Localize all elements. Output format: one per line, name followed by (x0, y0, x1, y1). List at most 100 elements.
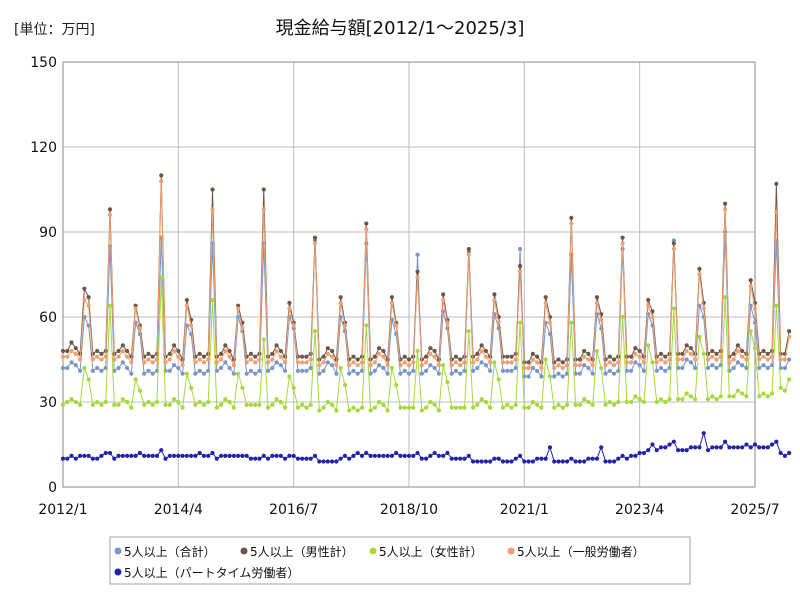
data-point (432, 354, 437, 359)
data-point (710, 394, 715, 399)
data-point (641, 450, 647, 456)
data-point (577, 363, 582, 368)
data-point (637, 348, 642, 354)
data-point (449, 371, 454, 376)
data-point (325, 346, 330, 351)
data-point (359, 453, 365, 458)
data-point (189, 323, 194, 328)
data-point (658, 397, 664, 402)
data-point (368, 453, 373, 458)
data-point (449, 456, 454, 461)
data-point (688, 360, 694, 365)
data-point (573, 371, 578, 376)
legend-label: 5人以上（合計） (124, 544, 216, 559)
data-point (492, 456, 497, 461)
data-point (778, 385, 783, 390)
data-point (171, 348, 177, 354)
data-point (171, 363, 177, 368)
data-point (206, 453, 211, 458)
data-point (308, 402, 313, 407)
data-point (189, 453, 194, 458)
data-point (714, 351, 719, 356)
series-layer (60, 173, 792, 464)
data-point (398, 363, 403, 368)
data-point (637, 363, 642, 368)
data-point (594, 348, 600, 354)
data-point (398, 453, 403, 458)
data-point (436, 408, 441, 413)
data-point (129, 371, 134, 376)
data-point (65, 354, 70, 359)
data-point (394, 382, 399, 388)
data-point (206, 357, 211, 362)
data-point (129, 405, 134, 410)
data-point (441, 453, 446, 458)
data-point (569, 320, 574, 325)
data-point (372, 368, 377, 373)
data-point (723, 229, 728, 235)
data-point (65, 348, 70, 354)
data-point (402, 360, 407, 365)
data-point (150, 402, 155, 407)
data-point (312, 235, 318, 240)
data-point (364, 221, 369, 226)
data-point (611, 459, 617, 464)
data-point (505, 360, 510, 365)
data-point (582, 397, 587, 402)
data-point (517, 320, 523, 325)
data-point (556, 363, 561, 368)
data-point (616, 399, 621, 405)
data-point (265, 456, 271, 461)
data-point (671, 246, 676, 252)
data-point (142, 402, 147, 407)
data-point (372, 405, 377, 410)
data-point (278, 399, 283, 405)
data-point (274, 348, 279, 354)
data-point (419, 371, 424, 376)
data-point (218, 351, 224, 356)
data-point (60, 456, 66, 461)
y-tick-label: 90 (39, 225, 57, 241)
data-point (334, 363, 339, 368)
data-point (731, 445, 736, 450)
legend-label: 5人以上（一般労働者） (517, 544, 645, 559)
data-point (69, 360, 74, 365)
data-point (236, 453, 241, 458)
data-point (611, 357, 617, 362)
data-point (82, 286, 87, 291)
data-point (616, 456, 621, 461)
data-point (505, 402, 510, 407)
data-point (586, 456, 591, 461)
data-point (658, 365, 664, 371)
data-point (582, 459, 587, 464)
data-point (633, 346, 638, 351)
series-line (62, 277, 790, 412)
legend-box (109, 536, 691, 585)
data-point (453, 354, 459, 359)
data-point (385, 371, 390, 376)
data-point (253, 402, 258, 407)
data-point (603, 459, 608, 464)
data-point (415, 269, 420, 274)
data-point (359, 360, 365, 365)
data-point (761, 445, 766, 450)
data-point (552, 459, 557, 464)
data-point (714, 365, 719, 371)
data-point (120, 348, 125, 354)
data-point (283, 405, 288, 410)
data-point (547, 445, 553, 450)
data-point (765, 445, 770, 450)
data-point (453, 456, 459, 461)
data-point (522, 459, 527, 464)
data-point (112, 456, 117, 461)
data-point (240, 453, 245, 458)
axis-layer: 0 30 60 90 120 150 2012/1 2014/4 2016/7 2018/10 20… (30, 55, 779, 518)
data-point (137, 450, 142, 456)
data-point (744, 442, 749, 447)
data-point (629, 453, 634, 458)
data-point (599, 317, 604, 322)
data-point (603, 371, 608, 376)
data-point (654, 399, 659, 405)
data-point (210, 207, 215, 212)
